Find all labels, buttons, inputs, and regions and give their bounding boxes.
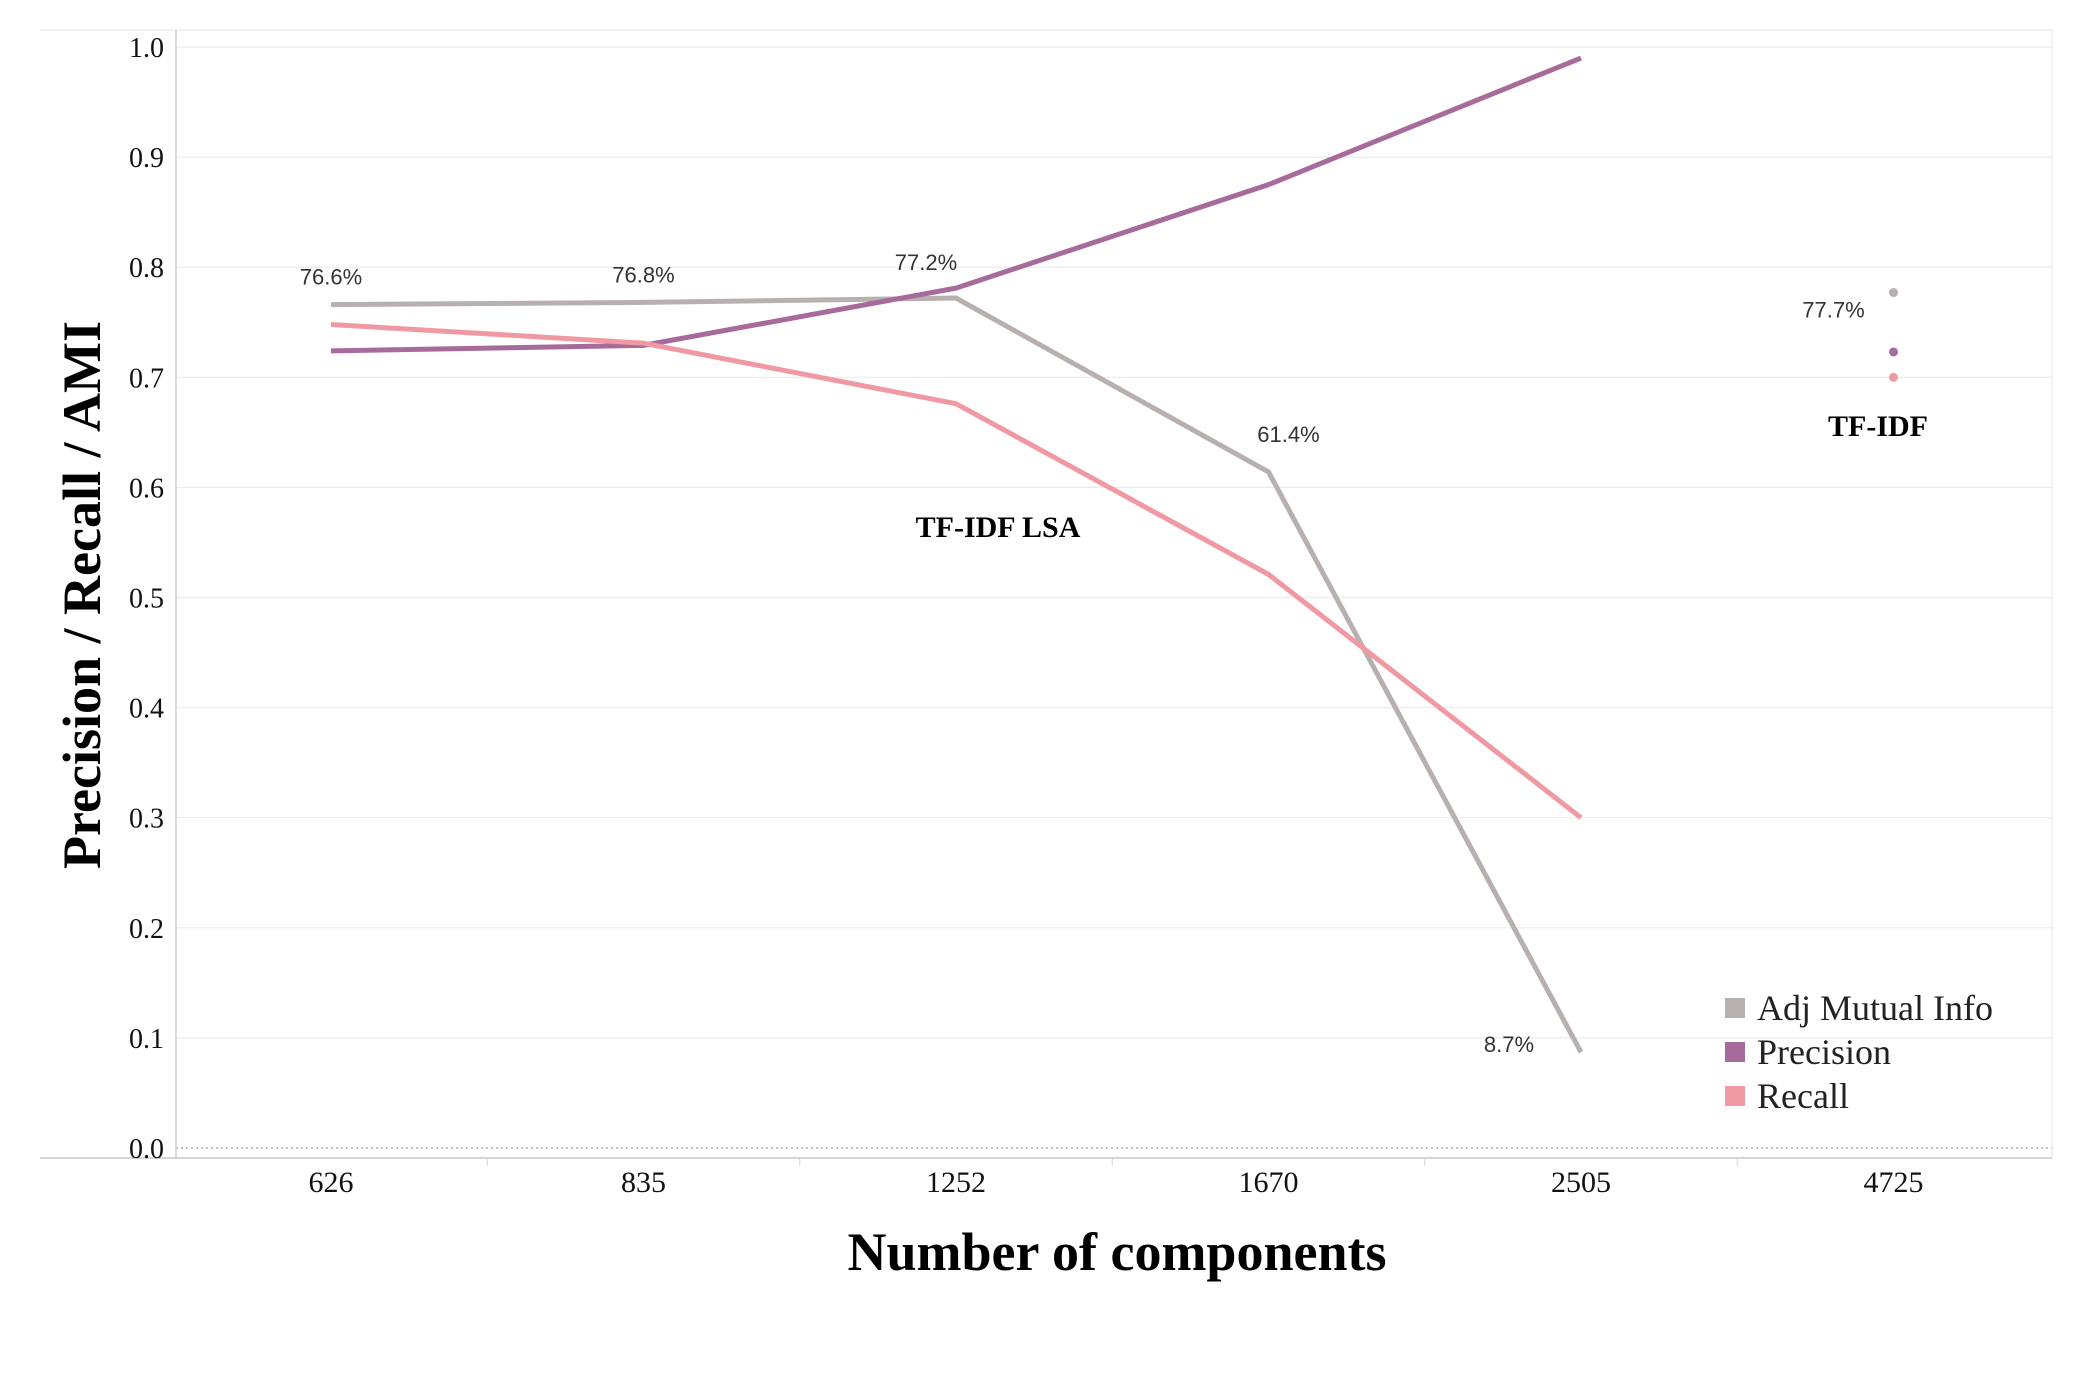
point bbox=[1889, 372, 1898, 382]
axes bbox=[40, 29, 2053, 1166]
x-tick-label: 626 bbox=[309, 1166, 354, 1199]
data-labels: 76.6% 76.8% 77.2% 61.4% 8.7% 77.7% bbox=[300, 250, 1865, 1057]
data-label: 77.7% bbox=[1802, 298, 1864, 323]
group-labels: TF-IDF LSA TF-IDF bbox=[916, 410, 1928, 544]
y-tick-label: 1.0 bbox=[129, 33, 164, 64]
y-tick-label: 0.5 bbox=[129, 584, 164, 615]
tfidf-points bbox=[1889, 288, 1898, 382]
series-line-ami bbox=[330, 295, 1584, 1054]
point bbox=[1889, 347, 1898, 357]
group-label-tfidf: TF-IDF bbox=[1828, 410, 1928, 443]
point bbox=[1889, 288, 1898, 298]
group-label-tfidf-lsa: TF-IDF LSA bbox=[916, 511, 1081, 544]
x-tick-label: 1670 bbox=[1239, 1166, 1299, 1199]
y-tick-label: 0.9 bbox=[129, 143, 164, 174]
x-tick-label: 1252 bbox=[926, 1166, 986, 1199]
y-tick-label: 0.4 bbox=[129, 694, 164, 725]
y-tick-label: 0.3 bbox=[129, 804, 164, 835]
y-tick-label: 0.0 bbox=[129, 1134, 164, 1165]
data-label: 76.8% bbox=[612, 262, 674, 287]
y-tick-label: 0.6 bbox=[129, 473, 164, 504]
series-lines bbox=[330, 55, 1584, 1054]
x-axis-title: Number of components bbox=[848, 1222, 1387, 1282]
y-tick-label: 0.8 bbox=[129, 253, 164, 284]
x-tick-label: 2505 bbox=[1551, 1166, 1611, 1199]
data-label: 61.4% bbox=[1257, 422, 1319, 447]
data-label: 8.7% bbox=[1484, 1032, 1534, 1057]
legend-label: Recall bbox=[1757, 1076, 1849, 1116]
legend-label: Adj Mutual Info bbox=[1757, 988, 1993, 1028]
legend-label: Precision bbox=[1757, 1032, 1891, 1072]
series-line-recall bbox=[330, 321, 1583, 820]
x-tick-labels: 626 835 1252 1670 2505 4725 bbox=[309, 1166, 1924, 1199]
x-tick-label: 4725 bbox=[1864, 1166, 1924, 1199]
legend-swatch bbox=[1725, 998, 1745, 1018]
data-label: 77.2% bbox=[895, 250, 957, 275]
x-tick-label: 835 bbox=[621, 1166, 666, 1199]
legend-swatch bbox=[1725, 1042, 1745, 1062]
y-tick-label: 0.1 bbox=[129, 1024, 164, 1055]
y-tick-label: 0.2 bbox=[129, 914, 164, 945]
series-line-precision bbox=[330, 55, 1582, 354]
data-label: 76.6% bbox=[300, 265, 362, 290]
y-tick-labels: 0.0 0.1 0.2 0.3 0.4 0.5 0.6 0.7 0.8 0.9 1.0 bbox=[129, 33, 164, 1165]
y-tick-label: 0.7 bbox=[129, 363, 164, 394]
legend-swatch bbox=[1725, 1086, 1745, 1106]
y-axis-title: Precision / Recall / AMI bbox=[52, 321, 112, 869]
